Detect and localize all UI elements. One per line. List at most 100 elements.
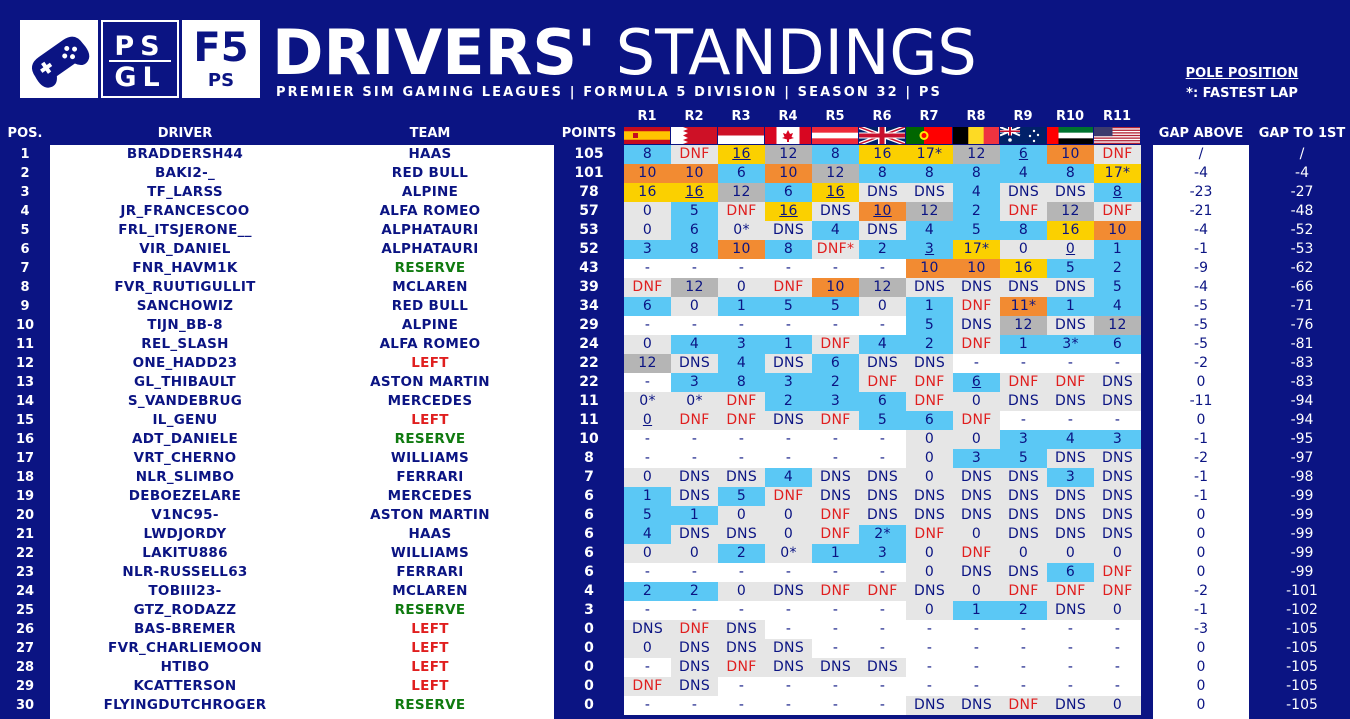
result-cell: 1: [906, 297, 953, 316]
result-cell: 0*: [718, 221, 765, 240]
row-gap-above: -5: [1194, 336, 1208, 352]
result-cell: 6: [906, 411, 953, 430]
row-gap-above: -3: [1194, 621, 1208, 637]
row-points: 29: [579, 317, 599, 333]
result-cell: -: [765, 563, 812, 582]
result-cell: DNF: [906, 392, 953, 411]
result-cell: DNS: [718, 525, 765, 544]
row-position: 6: [20, 242, 30, 257]
row-points: 8: [584, 450, 594, 466]
result-cell: 3: [812, 392, 859, 411]
result-cell: 6: [718, 164, 765, 183]
row-points: 52: [579, 241, 599, 257]
result-cell: DNS: [1094, 525, 1141, 544]
row-team: LEFT: [411, 355, 449, 371]
result-cell: 1: [1094, 240, 1141, 259]
row-driver-name: VIR_DANIEL: [139, 241, 231, 257]
row-position: 18: [15, 470, 35, 485]
result-cell: DNS: [953, 487, 1000, 506]
row-gap-above: -23: [1189, 184, 1213, 200]
result-cell: -: [1047, 639, 1094, 658]
result-cell: DNF: [624, 278, 671, 297]
result-cell: 2: [1000, 601, 1047, 620]
result-cell: -: [906, 639, 953, 658]
row-driver-name: LWDJORDY: [143, 526, 227, 542]
result-cell: DNS: [859, 487, 906, 506]
result-cell: 0: [765, 525, 812, 544]
result-cell: -: [812, 639, 859, 658]
row-team: RED BULL: [391, 298, 469, 314]
round-header-r4: R4: [778, 109, 798, 124]
row-gap-first: -105: [1286, 697, 1318, 713]
row-points: 34: [579, 298, 599, 314]
row-gap-above: -4: [1194, 279, 1208, 295]
gap-above-panel: [1153, 145, 1249, 719]
result-cell: 4: [765, 468, 812, 487]
result-cell: DNS: [1000, 278, 1047, 297]
row-gap-first: -52: [1290, 222, 1314, 238]
result-cell: 0*: [765, 544, 812, 563]
result-cell: -: [624, 563, 671, 582]
result-cell: -: [953, 658, 1000, 677]
result-cell: DNF: [1000, 696, 1047, 715]
result-cell: DNS: [1047, 449, 1094, 468]
result-cell: 8: [1000, 221, 1047, 240]
round-header-r7: R7: [919, 109, 939, 124]
row-team: WILLIAMS: [390, 545, 470, 561]
row-points: 0: [584, 697, 594, 713]
result-cell: DNS: [1047, 525, 1094, 544]
row-driver-name: REL_SLASH: [141, 336, 229, 352]
row-gap-above: 0: [1196, 412, 1206, 428]
result-cell: -: [671, 601, 718, 620]
result-cell: 5: [1047, 259, 1094, 278]
result-cell: 0: [906, 563, 953, 582]
row-gap-above: 0: [1196, 678, 1206, 694]
result-cell: -: [624, 601, 671, 620]
round-header-r11: R11: [1102, 109, 1132, 124]
row-position: 23: [15, 565, 35, 580]
result-cell: 8: [671, 240, 718, 259]
row-points: 6: [584, 564, 594, 580]
result-cell: -: [953, 354, 1000, 373]
result-cell: 0: [1094, 544, 1141, 563]
result-cell: 0: [953, 430, 1000, 449]
result-cell: 3: [765, 373, 812, 392]
row-driver-name: IL_GENU: [152, 412, 218, 428]
result-cell: 10: [906, 259, 953, 278]
result-cell: 0: [624, 202, 671, 221]
result-cell: 5: [1094, 278, 1141, 297]
result-cell: 0: [1047, 544, 1094, 563]
row-gap-above: -11: [1189, 393, 1213, 409]
result-cell: -: [906, 620, 953, 639]
round-header-r6: R6: [872, 109, 892, 124]
result-cell: 6: [765, 183, 812, 202]
row-team: ALPINE: [401, 317, 459, 333]
row-gap-above: -1: [1194, 602, 1208, 618]
row-points: 57: [579, 203, 599, 219]
row-gap-first: -99: [1290, 545, 1314, 561]
row-team: LEFT: [411, 621, 449, 637]
result-cell: DNS: [1047, 278, 1094, 297]
result-cell: 6: [953, 373, 1000, 392]
row-gap-first: -99: [1290, 564, 1314, 580]
row-position: 13: [15, 375, 35, 390]
result-cell: DNS: [859, 354, 906, 373]
row-position: 26: [15, 622, 35, 637]
header-gap-first: GAP TO 1ST: [1258, 126, 1346, 141]
result-cell: DNS: [671, 658, 718, 677]
result-cell: 0: [624, 639, 671, 658]
row-gap-first: -66: [1290, 279, 1314, 295]
result-cell: 0: [1094, 601, 1141, 620]
row-driver-name: S_VANDEBRUG: [127, 393, 243, 409]
monaco-flag-icon: [718, 127, 764, 144]
psgl-logo: PS GL: [101, 20, 179, 98]
result-cell: 10: [765, 164, 812, 183]
result-cell: 1: [765, 335, 812, 354]
result-cell: 10: [624, 164, 671, 183]
result-cell: DNS: [671, 487, 718, 506]
result-cell: 8: [1047, 164, 1094, 183]
result-cell: 0: [624, 221, 671, 240]
result-cell: 4: [624, 525, 671, 544]
result-cell: 3: [906, 240, 953, 259]
result-cell: -: [1047, 658, 1094, 677]
